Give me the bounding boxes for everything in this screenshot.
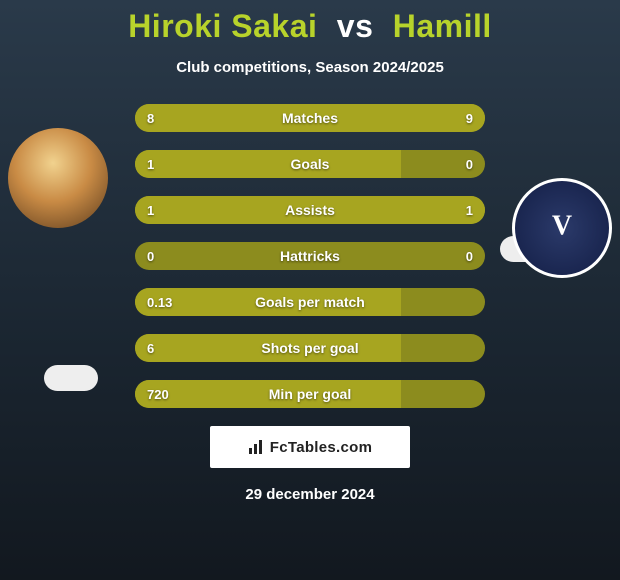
date-text: 29 december 2024 xyxy=(0,486,620,503)
stat-row: 1Assists1 xyxy=(135,196,485,224)
stat-row: 6Shots per goal xyxy=(135,334,485,362)
watermark-text: FcTables.com xyxy=(270,439,373,456)
stat-fill-left xyxy=(135,334,401,362)
player1-avatar xyxy=(8,128,108,228)
player2-flag xyxy=(500,236,554,262)
subtitle: Club competitions, Season 2024/2025 xyxy=(0,59,620,76)
comparison-bars: 8Matches91Goals01Assists10Hattricks00.13… xyxy=(135,104,485,408)
stat-fill-left xyxy=(135,380,401,408)
player1-flag xyxy=(44,365,98,391)
stat-row: 8Matches9 xyxy=(135,104,485,132)
player1-name: Hiroki Sakai xyxy=(128,8,317,44)
watermark-badge: FcTables.com xyxy=(210,426,410,468)
stat-fill-right xyxy=(310,196,485,224)
stat-fill-left xyxy=(135,288,401,316)
stat-fill-left xyxy=(135,150,401,178)
stat-value-right: 0 xyxy=(466,242,473,270)
stat-value-left: 0 xyxy=(147,242,154,270)
stat-value-right: 0 xyxy=(466,150,473,178)
player2-club-badge xyxy=(512,178,612,278)
stat-row: 720Min per goal xyxy=(135,380,485,408)
stat-row: 0Hattricks0 xyxy=(135,242,485,270)
stat-fill-left xyxy=(135,104,300,132)
stat-row: 0.13Goals per match xyxy=(135,288,485,316)
stat-label: Hattricks xyxy=(135,242,485,270)
comparison-title: Hiroki Sakai vs Hamill xyxy=(0,0,620,45)
stat-row: 1Goals0 xyxy=(135,150,485,178)
player2-name: Hamill xyxy=(393,8,492,44)
stat-fill-right xyxy=(300,104,486,132)
vs-text: vs xyxy=(337,8,374,44)
stat-fill-left xyxy=(135,196,310,224)
chart-icon xyxy=(248,439,264,455)
